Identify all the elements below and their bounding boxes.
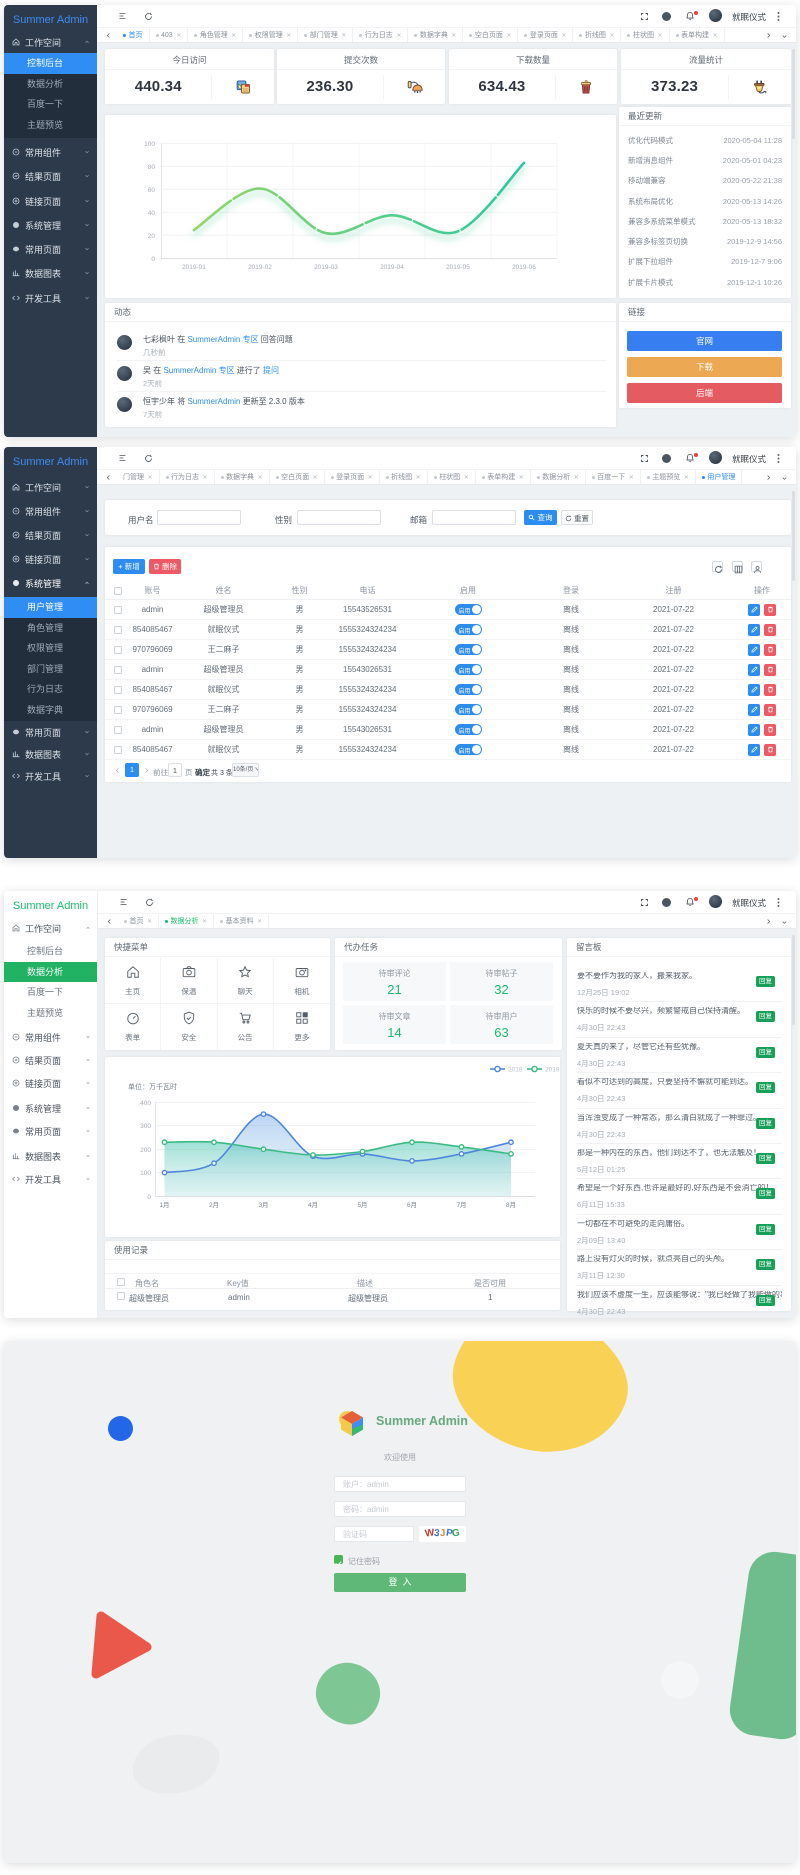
svg-text:40: 40 [148, 210, 156, 217]
svg-text:2019-06: 2019-06 [512, 264, 536, 271]
svg-text:5月: 5月 [357, 1201, 367, 1209]
svg-text:8月: 8月 [506, 1201, 516, 1209]
svg-text:400: 400 [140, 1100, 151, 1107]
svg-text:300: 300 [140, 1123, 151, 1130]
svg-text:6月: 6月 [407, 1201, 417, 1209]
svg-text:0: 0 [147, 1194, 151, 1201]
svg-text:100: 100 [140, 1170, 151, 1177]
svg-text:60: 60 [148, 187, 156, 194]
svg-text:1月: 1月 [159, 1201, 169, 1209]
svg-text:2019: 2019 [545, 1067, 560, 1074]
svg-text:80: 80 [148, 164, 156, 171]
svg-text:2018: 2018 [508, 1067, 523, 1074]
svg-text:7月: 7月 [456, 1201, 466, 1209]
svg-text:2019-04: 2019-04 [380, 264, 404, 271]
svg-text:2019-02: 2019-02 [248, 264, 272, 271]
svg-text:0: 0 [151, 256, 155, 263]
svg-text:2019-03: 2019-03 [314, 264, 338, 271]
svg-text:4月: 4月 [308, 1201, 318, 1209]
svg-text:20: 20 [148, 233, 156, 240]
svg-text:2月: 2月 [209, 1201, 219, 1209]
svg-text:200: 200 [140, 1147, 151, 1154]
svg-text:单位：万千瓦时: 单位：万千瓦时 [128, 1082, 177, 1091]
svg-text:100: 100 [144, 141, 155, 148]
svg-text:3月: 3月 [258, 1201, 268, 1209]
svg-text:2019-01: 2019-01 [182, 264, 206, 271]
svg-text:2019-05: 2019-05 [446, 264, 470, 271]
